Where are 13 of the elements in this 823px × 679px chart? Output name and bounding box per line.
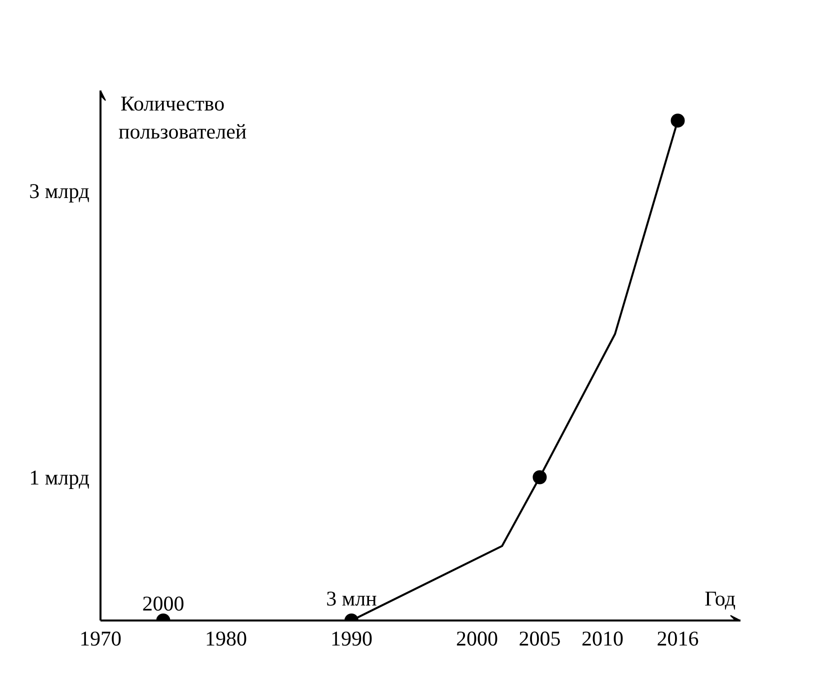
annotation: 2000	[142, 592, 184, 616]
x-tick-label: 2000	[456, 626, 498, 650]
annotation: 3 млн	[326, 586, 377, 610]
x-tick-label: 2005	[518, 626, 561, 650]
y-axis-title: Количество пользователей	[118, 92, 247, 144]
x-tick-label: 2016	[656, 626, 699, 650]
x-tick-label: 2010	[581, 626, 624, 650]
x-tick-label: 1980	[204, 626, 247, 650]
x-axis-title: Год	[704, 586, 736, 610]
x-tick-label: 1970	[80, 626, 122, 650]
x-tick-label: 1990	[330, 626, 372, 650]
y-tick-label: 1 млрд	[29, 465, 90, 490]
y-tick-label: 3 млрд	[29, 178, 90, 203]
